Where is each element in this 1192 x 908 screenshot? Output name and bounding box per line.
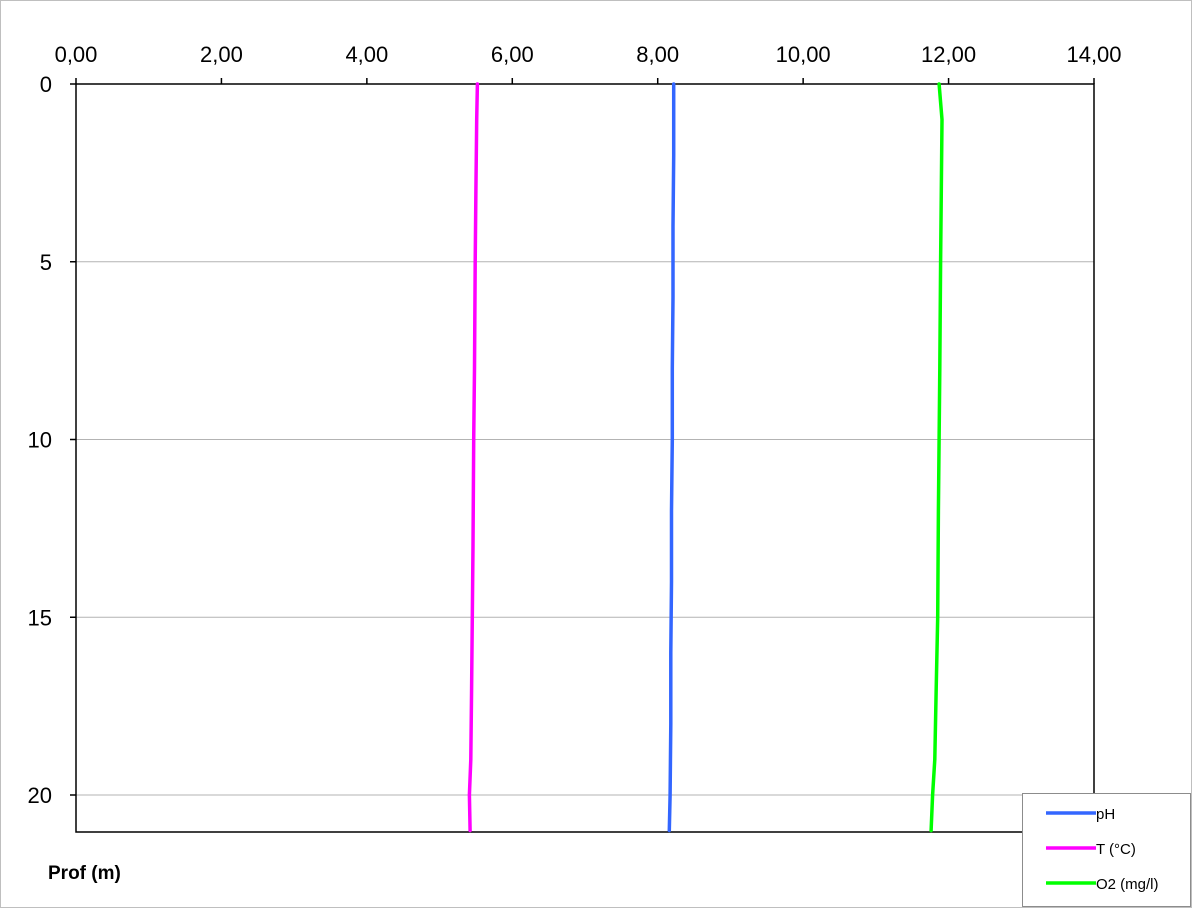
x-tick-label: 2,00 — [200, 42, 243, 67]
x-tick-label: 0,00 — [55, 42, 98, 67]
series-line — [467, 82, 480, 833]
x-tick-label: 14,00 — [1066, 42, 1121, 67]
y-tick-label: 20 — [28, 783, 52, 808]
legend-label: O2 (mg/l) — [1096, 876, 1159, 893]
x-tick-label: 12,00 — [921, 42, 976, 67]
series-lines — [467, 82, 944, 833]
legend: pH T (°C) O2 (mg/l) — [1022, 793, 1191, 907]
legend-label: T (°C) — [1096, 841, 1136, 858]
plot-area-frame — [75, 83, 1095, 833]
series-line — [929, 82, 944, 833]
series-line — [667, 82, 676, 833]
y-tick-label: 10 — [28, 428, 52, 453]
y-tick-label: 0 — [40, 72, 52, 97]
x-tick-label: 10,00 — [776, 42, 831, 67]
x-tick-label: 8,00 — [636, 42, 679, 67]
x-tick-label: 4,00 — [345, 42, 388, 67]
y-axis-title: Prof (m) — [48, 863, 121, 884]
x-tick-label: 6,00 — [491, 42, 534, 67]
y-tick-label: 15 — [28, 605, 52, 630]
axis-ticks: 0 5 10 15 20 0,00 2,00 4,00 6,00 8,00 10,00 12,00 14… — [28, 42, 1122, 808]
y-tick-label: 5 — [40, 250, 52, 275]
legend-label: pH — [1096, 806, 1115, 823]
grid-lines — [76, 261, 1094, 796]
